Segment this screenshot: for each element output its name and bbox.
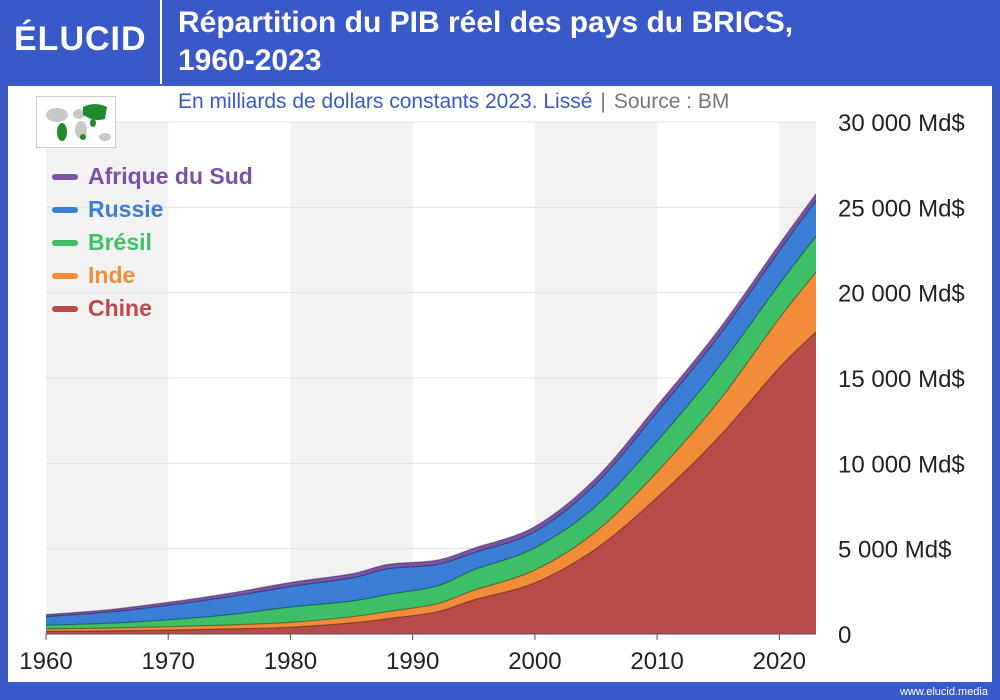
legend-swatch bbox=[52, 305, 78, 312]
legend-item: Inde bbox=[52, 259, 253, 292]
y-tick-label: 10 000 Md$ bbox=[838, 451, 965, 478]
legend-label: Inde bbox=[88, 262, 136, 288]
legend-swatch bbox=[52, 272, 78, 279]
legend: Afrique du Sud Russie Brésil Inde Chine bbox=[52, 160, 253, 325]
header: ÉLUCID Répartition du PIB réel des pays … bbox=[0, 0, 1000, 86]
title-line-2: 1960-2023 bbox=[178, 44, 322, 77]
x-tick-label: 2010 bbox=[630, 648, 683, 675]
line-inde bbox=[45, 271, 817, 630]
x-tick-label: 1970 bbox=[142, 648, 195, 675]
y-tick-label: 20 000 Md$ bbox=[838, 281, 965, 308]
title-line-1: Répartition du PIB réel des pays du BRIC… bbox=[178, 6, 794, 39]
x-tick-label: 2000 bbox=[508, 648, 561, 675]
y-tick-label: 5 000 Md$ bbox=[838, 537, 951, 564]
line-russie bbox=[45, 200, 817, 618]
line-bresil bbox=[45, 235, 817, 626]
y-tick-label: 15 000 Md$ bbox=[838, 366, 965, 393]
subtitle-main: En milliards de dollars constants 2023. … bbox=[178, 90, 593, 113]
x-tick-label: 1960 bbox=[19, 648, 72, 675]
y-tick-label: 0 bbox=[838, 622, 851, 649]
legend-item: Russie bbox=[52, 193, 253, 226]
line-chine bbox=[45, 331, 817, 632]
x-tick-label: 1990 bbox=[386, 648, 439, 675]
area-chine bbox=[46, 331, 816, 634]
chart-title: Répartition du PIB réel des pays du BRIC… bbox=[178, 4, 978, 80]
x-tick-label: 2020 bbox=[753, 648, 806, 675]
y-tick-label: 30 000 Md$ bbox=[838, 110, 965, 137]
header-divider bbox=[160, 0, 162, 84]
world-map-icon bbox=[36, 96, 116, 148]
footer-url: www.elucid.media bbox=[899, 686, 988, 698]
legend-label: Chine bbox=[88, 295, 152, 321]
subtitle-source: Source : BM bbox=[613, 90, 730, 113]
legend-label: Russie bbox=[88, 196, 164, 222]
chart-svg: 1960 1970 1980 1990 2000 2010 2020 0 5 000 Md$ 10… bbox=[19, 110, 965, 675]
chart-panel: 1960 1970 1980 1990 2000 2010 2020 0 5 000 Md$ 10… bbox=[8, 86, 992, 682]
legend-swatch bbox=[52, 173, 78, 180]
chart-subtitle: En milliards de dollars constants 2023. … bbox=[178, 90, 729, 114]
x-tick-label: 1980 bbox=[264, 648, 317, 675]
line-afrique-du-sud bbox=[45, 193, 817, 616]
legend-item: Afrique du Sud bbox=[52, 160, 253, 193]
y-tick-label: 25 000 Md$ bbox=[838, 195, 965, 222]
subtitle-separator: | bbox=[600, 90, 606, 113]
legend-item: Brésil bbox=[52, 226, 253, 259]
legend-item: Chine bbox=[52, 292, 253, 325]
elucid-logo: ÉLUCID bbox=[14, 20, 147, 58]
legend-label: Afrique du Sud bbox=[88, 163, 253, 189]
legend-label: Brésil bbox=[88, 229, 152, 255]
legend-swatch bbox=[52, 239, 78, 246]
legend-swatch bbox=[52, 206, 78, 213]
